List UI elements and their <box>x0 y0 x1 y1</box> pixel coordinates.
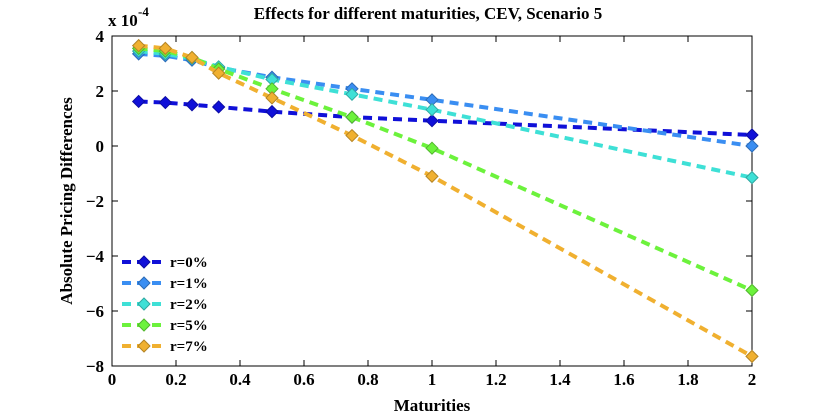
legend: r=0% r=1% r=2% r=5% r=7% <box>122 255 208 355</box>
data-point <box>425 113 439 128</box>
data-point <box>211 100 226 114</box>
y-tick-label: −4 <box>86 247 105 266</box>
y-tick-label: −6 <box>86 302 104 321</box>
series-layer <box>131 38 759 364</box>
data-point <box>425 141 439 155</box>
y-tick-label: −8 <box>86 357 104 376</box>
y-tick-label: −2 <box>86 192 104 211</box>
x-tick-label: 0.2 <box>165 370 186 389</box>
legend-item: r=0% <box>122 255 208 271</box>
data-point <box>131 94 146 109</box>
y-tick-label: 2 <box>96 82 105 101</box>
data-point <box>745 283 759 298</box>
legend-item: r=5% <box>122 318 208 334</box>
x-tick-label: 2 <box>748 370 757 389</box>
data-point <box>745 139 759 153</box>
x-tick-label: 0.8 <box>357 370 378 389</box>
legend-swatch-marker <box>137 339 151 353</box>
x-tick-label: 1 <box>428 370 437 389</box>
data-point <box>745 170 759 185</box>
x-tick-label: 0 <box>108 370 117 389</box>
data-point <box>265 91 279 105</box>
x-axis: 0 0.2 0.4 0.6 0.8 1 1.2 1.4 1.6 1.8 2 <box>108 36 757 389</box>
y-axis-label: Absolute Pricing Differences <box>57 97 76 305</box>
x-tick-label: 1.4 <box>549 370 571 389</box>
data-point <box>345 110 359 124</box>
data-point <box>425 169 439 183</box>
legend-item: r=1% <box>122 276 208 292</box>
data-point <box>131 38 146 53</box>
y-tick-label: 4 <box>96 27 105 46</box>
y-scale-factor: x 10 -4 <box>108 4 149 30</box>
legend-swatch-marker <box>137 318 151 332</box>
chart-title: Effects for different maturities, CEV, S… <box>254 4 602 23</box>
plot-area <box>111 35 753 367</box>
legend-swatch-marker <box>137 255 151 269</box>
legend-label: r=0% <box>170 255 208 271</box>
x-axis-label: Maturities <box>394 396 471 415</box>
y-axis: −8 −6 −4 −2 0 2 4 <box>86 27 752 376</box>
y-scale-exponent: -4 <box>138 4 149 19</box>
series-r=7% <box>131 38 759 364</box>
legend-label: r=1% <box>170 276 208 292</box>
legend-item: r=2% <box>122 297 208 313</box>
x-tick-label: 0.4 <box>229 370 251 389</box>
x-tick-label: 0.6 <box>293 370 314 389</box>
data-point <box>158 95 173 110</box>
legend-label: r=2% <box>170 297 208 313</box>
data-point <box>185 50 199 65</box>
x-tick-label: 1.6 <box>613 370 634 389</box>
y-tick-label: 0 <box>96 137 105 156</box>
x-tick-label: 1.8 <box>677 370 698 389</box>
data-point <box>158 41 173 56</box>
data-point <box>425 102 439 117</box>
legend-label: r=7% <box>170 339 208 355</box>
x-tick-label: 1.2 <box>485 370 506 389</box>
legend-label: r=5% <box>170 318 208 334</box>
data-point <box>345 87 359 102</box>
legend-item: r=7% <box>122 339 208 355</box>
y-scale-base: x 10 <box>108 11 138 30</box>
data-point <box>211 66 226 80</box>
legend-swatch-marker <box>137 297 151 311</box>
data-point <box>185 98 199 112</box>
data-point <box>265 104 279 119</box>
legend-swatch-marker <box>137 276 151 290</box>
data-point <box>745 349 759 364</box>
data-point <box>345 128 359 143</box>
